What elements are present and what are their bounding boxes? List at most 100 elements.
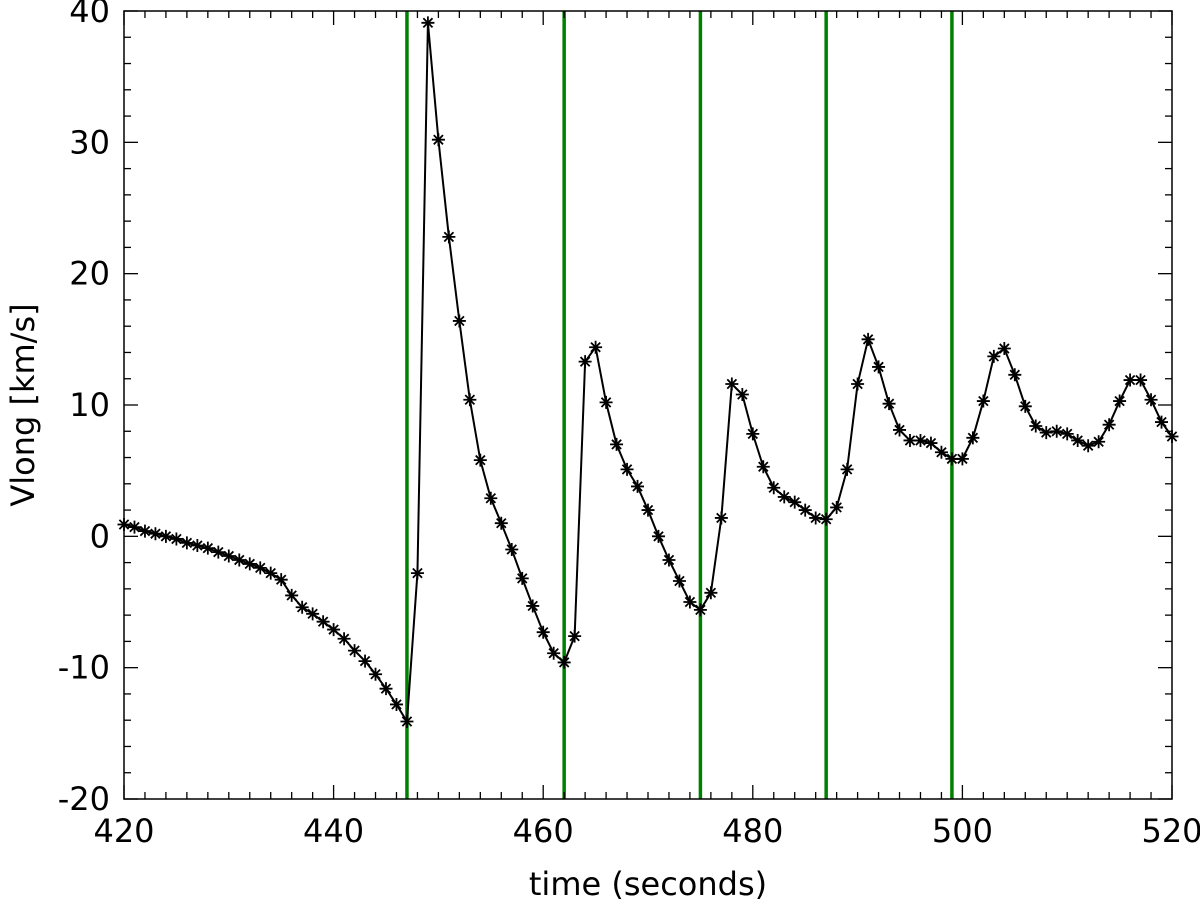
data-point xyxy=(232,553,246,567)
data-point xyxy=(515,571,529,585)
y-tick-label: 30 xyxy=(69,123,110,161)
data-point xyxy=(913,433,927,447)
x-tick-label: 500 xyxy=(932,812,993,850)
y-tick-label: -10 xyxy=(58,649,110,687)
data-point xyxy=(777,490,791,504)
data-point xyxy=(809,511,823,525)
data-point xyxy=(1039,426,1053,440)
data-point xyxy=(683,595,697,609)
data-point xyxy=(148,527,162,541)
data-point xyxy=(557,655,571,669)
data-point xyxy=(589,340,603,354)
x-axis-title: time (seconds) xyxy=(529,865,767,903)
vertical-markers xyxy=(405,11,954,799)
data-point xyxy=(725,377,739,391)
data-point xyxy=(568,629,582,643)
data-point xyxy=(243,557,257,571)
y-tick-label: 10 xyxy=(69,386,110,424)
data-point xyxy=(610,437,624,451)
data-point xyxy=(1008,368,1022,382)
data-point xyxy=(369,667,383,681)
data-point xyxy=(872,360,886,374)
data-point xyxy=(442,230,456,244)
data-point xyxy=(641,503,655,517)
axis-ticks xyxy=(123,10,1173,800)
data-point xyxy=(389,697,403,711)
data-point xyxy=(421,16,435,30)
data-point xyxy=(410,566,424,580)
data-point xyxy=(431,133,445,147)
data-point xyxy=(767,481,781,495)
data-point xyxy=(924,436,938,450)
data-point xyxy=(285,588,299,602)
data-point xyxy=(693,603,707,617)
data-point xyxy=(211,545,225,559)
data-point xyxy=(348,644,362,658)
data-point xyxy=(1102,418,1116,432)
data-point xyxy=(327,623,341,637)
data-point xyxy=(1144,393,1158,407)
data-point xyxy=(222,549,236,563)
data-point xyxy=(819,512,833,526)
data-point xyxy=(169,532,183,546)
data-point xyxy=(274,573,288,587)
data-point xyxy=(966,431,980,445)
data-point xyxy=(536,625,550,639)
data-point xyxy=(358,654,372,668)
data-point xyxy=(987,349,1001,363)
x-tick-label: 480 xyxy=(722,812,783,850)
data-point xyxy=(295,600,309,614)
data-point xyxy=(798,503,812,517)
data-point xyxy=(997,342,1011,356)
data-point xyxy=(830,500,844,514)
data-point xyxy=(893,423,907,437)
data-point xyxy=(484,491,498,505)
data-point xyxy=(316,615,330,629)
data-point xyxy=(788,495,802,509)
data-point xyxy=(651,529,665,543)
y-tick-label: 40 xyxy=(69,0,110,30)
x-tick-label: 460 xyxy=(513,812,574,850)
data-point xyxy=(138,524,152,538)
data-point xyxy=(1092,435,1106,449)
data-point xyxy=(578,355,592,369)
x-tick-label: 420 xyxy=(93,812,154,850)
data-point xyxy=(672,574,686,588)
data-point xyxy=(662,553,676,567)
data-point xyxy=(746,427,760,441)
data-point xyxy=(306,607,320,621)
data-point xyxy=(704,586,718,600)
data-point xyxy=(253,561,267,575)
x-tick-label: 440 xyxy=(303,812,364,850)
data-point xyxy=(1134,373,1148,387)
data-point xyxy=(620,462,634,476)
data-point xyxy=(400,715,414,729)
data-point xyxy=(882,397,896,411)
data-point xyxy=(945,452,959,466)
y-tick-label: 0 xyxy=(90,517,110,555)
data-point xyxy=(1123,373,1137,387)
data-point xyxy=(1050,424,1064,438)
data-point xyxy=(337,632,351,646)
data-point xyxy=(505,542,519,556)
data-point xyxy=(159,529,173,543)
data-point xyxy=(463,393,477,407)
data-point xyxy=(955,452,969,466)
data-point xyxy=(1060,427,1074,441)
data-point xyxy=(1113,394,1127,408)
data-point xyxy=(714,511,728,525)
data-point xyxy=(903,433,917,447)
y-tick-labels: -20 -10 0 10 20 30 40 xyxy=(58,0,110,818)
data-point xyxy=(851,377,865,391)
data-point xyxy=(526,599,540,613)
data-point xyxy=(452,314,466,328)
data-point xyxy=(379,682,393,696)
x-tick-label: 520 xyxy=(1141,812,1200,850)
data-point xyxy=(1081,439,1095,453)
y-tick-label: -20 xyxy=(58,780,110,818)
y-axis-title: Vlong [km/s] xyxy=(4,303,42,506)
data-point xyxy=(547,646,561,660)
data-point xyxy=(934,445,948,459)
data-point xyxy=(1155,415,1169,429)
